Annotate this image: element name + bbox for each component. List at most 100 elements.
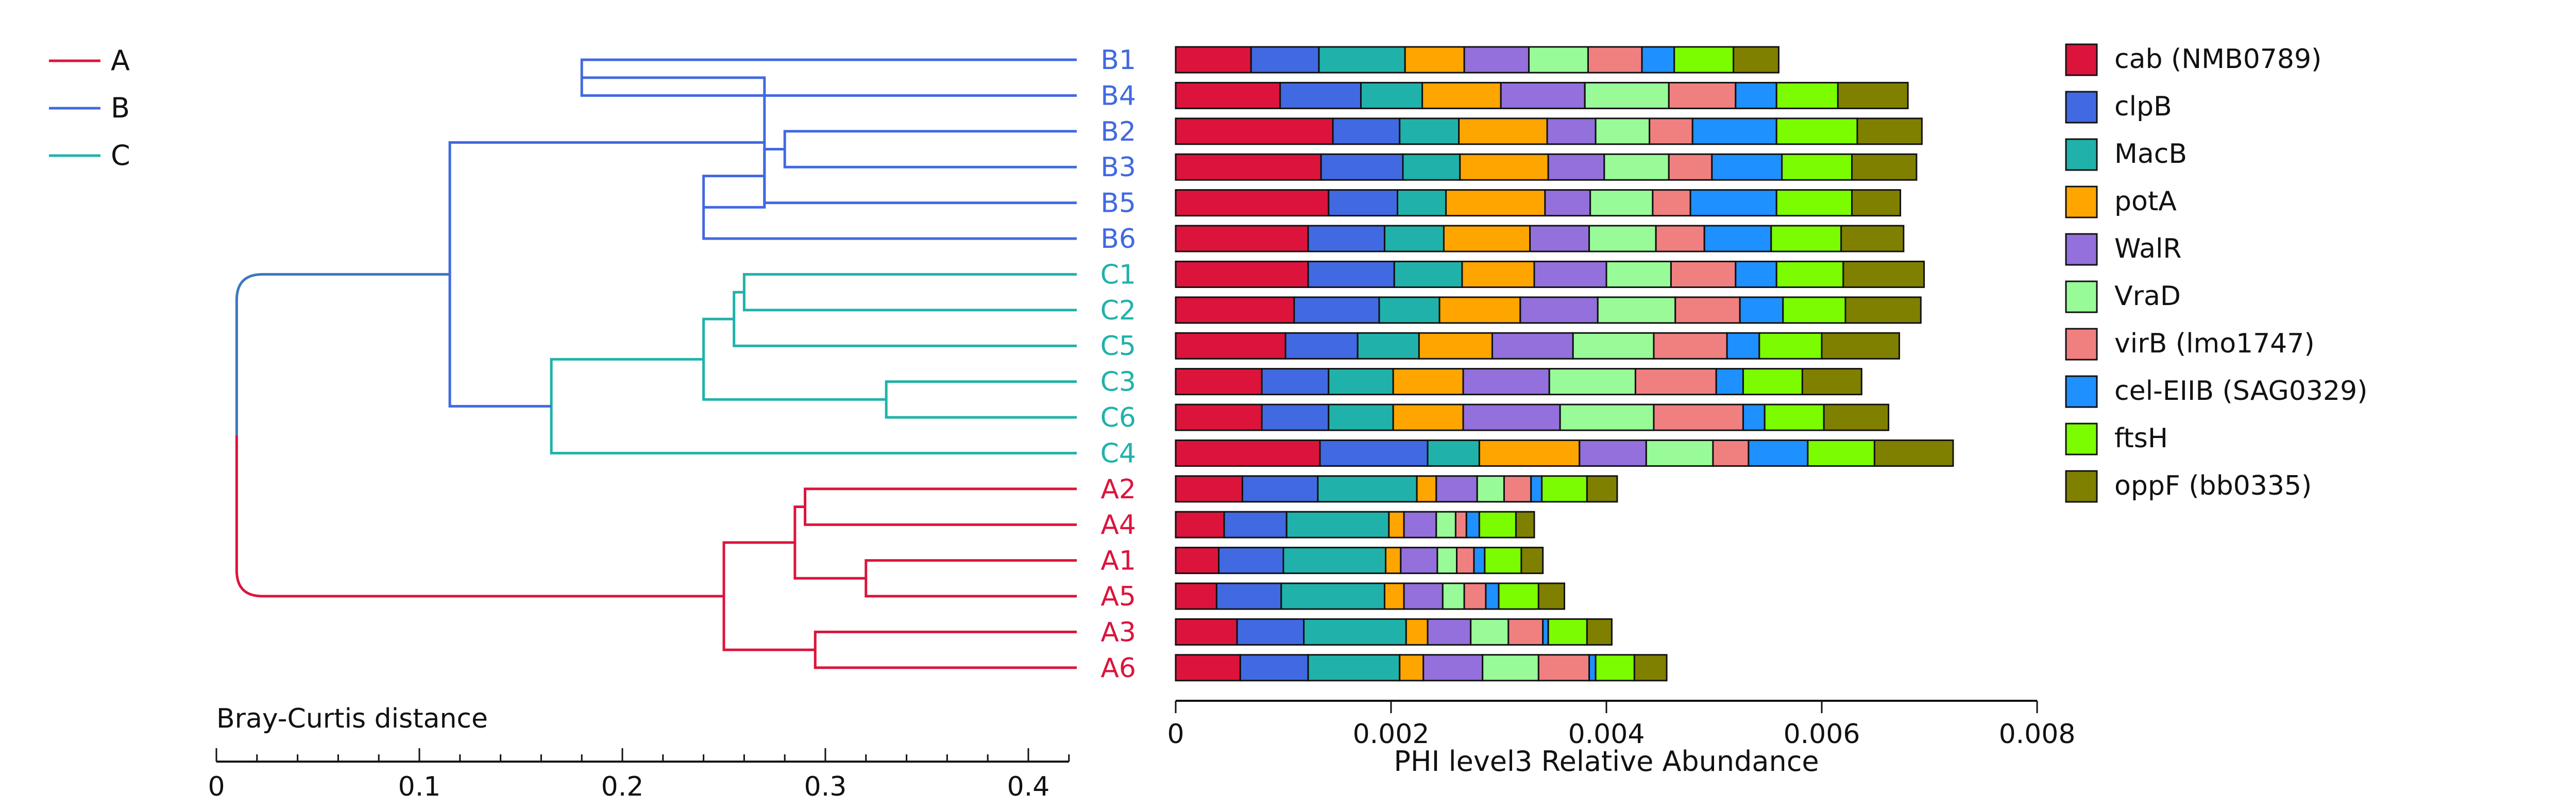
bar-segment xyxy=(1175,439,1321,467)
bar-segment xyxy=(1605,260,1672,288)
legend-label: MacB xyxy=(2114,139,2187,170)
sample-labels: B1 B4 B2 B3 B5 B6 C1 C2 C5 C3 C6 C4 A2 A4 A1 A5 A3 A6 xyxy=(1100,45,1136,684)
legend-label: cel-EIIB (SAG0329) xyxy=(2114,376,2367,407)
bar-segment xyxy=(1478,511,1517,538)
bar-segment xyxy=(1500,81,1586,109)
dendrogram-branch xyxy=(702,317,887,401)
bar-segment xyxy=(1478,439,1581,467)
bar-segment xyxy=(1782,296,1846,324)
group-legend-label: B xyxy=(111,92,130,124)
bar-segment xyxy=(1529,225,1590,252)
legend-label: VraD xyxy=(2114,281,2181,312)
dendrogram-branch xyxy=(722,541,816,651)
dendrogram-branch xyxy=(865,559,1077,598)
sample-label: C4 xyxy=(1100,438,1136,469)
series-legend: cab (NMB0789) clpB MacB potA WalR VraD virB (l… xyxy=(2065,43,2367,503)
bar-segment xyxy=(1649,117,1693,145)
bar-segment xyxy=(1711,153,1783,181)
bar-segment xyxy=(1851,153,1918,181)
bar-segment xyxy=(1223,511,1287,538)
bar-segment xyxy=(1400,547,1438,575)
bar-segment xyxy=(1775,189,1853,217)
bar-segment xyxy=(1319,439,1429,467)
bar-segment xyxy=(1633,654,1668,682)
bar-segment xyxy=(1435,475,1478,503)
sample-label: A5 xyxy=(1100,581,1136,612)
bar-segment xyxy=(1842,260,1925,288)
dendrogram-axis-tick-label: 0.4 xyxy=(1007,771,1050,802)
bar-segment xyxy=(1404,46,1465,74)
bar-segment xyxy=(1470,618,1510,646)
bar-segment xyxy=(1175,260,1309,288)
bar-segment xyxy=(1770,225,1842,252)
bar-segment xyxy=(1645,439,1714,467)
group-legend: ABC xyxy=(49,44,130,172)
sample-label: A6 xyxy=(1100,653,1136,684)
bar-segment xyxy=(1801,368,1862,396)
sample-label: C2 xyxy=(1100,295,1136,326)
bar-segment xyxy=(1215,582,1282,610)
bar-x-axis-tick-label: 0.008 xyxy=(1999,719,2076,750)
bar-segment xyxy=(1282,547,1387,575)
bar-segment xyxy=(1498,582,1539,610)
bar-segment xyxy=(1438,296,1521,324)
bar-segment xyxy=(1403,511,1437,538)
bar-segment xyxy=(1595,117,1651,145)
bar-segment xyxy=(1455,547,1475,575)
bar-segment xyxy=(1572,332,1655,360)
bar-segment xyxy=(1463,582,1487,610)
bar-segment xyxy=(1461,260,1535,288)
dendrogram-branch xyxy=(733,291,1077,347)
bar-segment xyxy=(1703,225,1772,252)
bar-x-axis-tick-label: 0.006 xyxy=(1784,719,1860,750)
bar-segment xyxy=(1402,153,1461,181)
bar-segment xyxy=(1758,332,1823,360)
bar-segment xyxy=(1735,260,1777,288)
sample-label: C3 xyxy=(1100,367,1136,398)
bar-segment xyxy=(1837,81,1909,109)
legend-label: clpB xyxy=(2114,91,2172,122)
bar-segment xyxy=(1332,117,1401,145)
bar-segment xyxy=(1317,475,1418,503)
bar-segment xyxy=(1284,332,1359,360)
sample-label: C1 xyxy=(1100,259,1136,290)
bar-segment xyxy=(1503,475,1532,503)
bar-segment xyxy=(1383,225,1445,252)
bar-segment xyxy=(1307,654,1401,682)
bar-segment xyxy=(1442,582,1465,610)
bar-segment xyxy=(1405,618,1429,646)
bar-segment xyxy=(1533,260,1607,288)
bar-segment xyxy=(1307,225,1385,252)
bar-segment xyxy=(1175,618,1238,646)
bar-segment xyxy=(1482,654,1539,682)
bar-segment xyxy=(1385,547,1402,575)
bar-segment xyxy=(1328,368,1394,396)
bar-segment xyxy=(1422,654,1484,682)
bar-segment xyxy=(1445,189,1546,217)
sample-label: A4 xyxy=(1100,510,1136,541)
bar-segment xyxy=(1588,654,1597,682)
bar-segment xyxy=(1670,260,1737,288)
bar-segment xyxy=(1175,368,1263,396)
bar-segment xyxy=(1242,475,1319,503)
bar-segment xyxy=(1547,618,1588,646)
sample-label: A1 xyxy=(1100,546,1136,577)
bar-segment xyxy=(1418,332,1493,360)
bar-segment xyxy=(1388,511,1405,538)
bar-segment xyxy=(1491,332,1574,360)
bar-segment xyxy=(1403,582,1444,610)
bar-segment xyxy=(1357,332,1420,360)
bar-segment xyxy=(1239,654,1309,682)
bar-segment xyxy=(1546,117,1597,145)
bar-segment xyxy=(1775,117,1858,145)
bar-segment xyxy=(1175,332,1286,360)
bar-segment xyxy=(1634,368,1717,396)
bar-segment xyxy=(1465,511,1480,538)
dendrogram-branch xyxy=(235,273,450,435)
sample-label: A2 xyxy=(1100,474,1136,505)
bar-segment xyxy=(1851,189,1902,217)
bar-segment xyxy=(1175,475,1244,503)
bar-segment xyxy=(1360,81,1423,109)
bar-segment xyxy=(1653,332,1728,360)
bar-segment xyxy=(1236,618,1305,646)
